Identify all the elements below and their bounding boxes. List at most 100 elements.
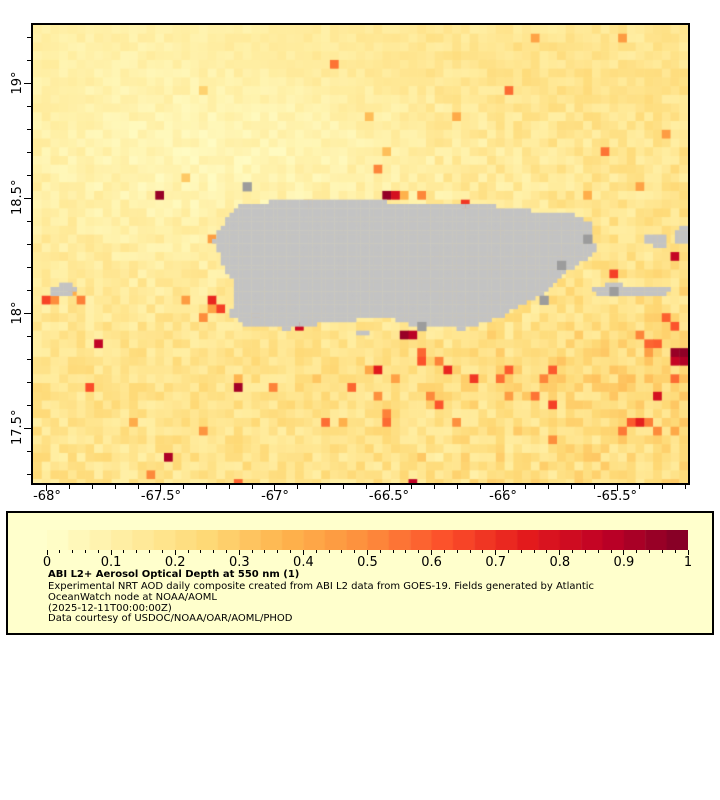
x-minor-tick [342,485,344,489]
x-tick-label: -68° [33,489,61,504]
colorbar-minor-tick [149,550,151,553]
y-major-tick [24,197,31,199]
x-tick-label: -66.5° [368,489,410,504]
colorbar-major-tick [367,550,368,555]
colorbar-minor-tick [572,550,574,553]
colorbar-minor-tick [546,550,548,553]
colorbar-minor-tick [392,550,394,553]
colorbar-major-tick [687,550,689,555]
colorbar-tick-label: 0.6 [421,555,442,570]
colorbar-minor-tick [328,550,330,553]
y-minor-tick [27,404,31,406]
x-minor-tick [69,485,71,489]
colorbar [47,530,688,550]
x-minor-tick [684,485,686,489]
colorbar-tick-label: 0 [42,555,52,570]
colorbar-major-tick [623,550,625,555]
colorbar-minor-tick [277,550,279,553]
x-minor-tick [320,485,322,489]
x-major-tick [274,485,276,491]
colorbar-minor-tick [264,550,266,553]
legend-caption-line: OceanWatch node at NOAA/AOML [48,591,217,603]
y-major-tick [24,312,31,314]
x-minor-tick [662,485,664,489]
colorbar-minor-tick [123,550,125,553]
y-minor-tick [27,220,31,222]
y-minor-tick [27,243,31,245]
y-tick-label: 19° [10,71,25,95]
x-minor-tick [411,485,413,489]
colorbar-minor-tick [661,550,663,553]
y-minor-tick [27,289,31,291]
y-minor-tick [27,174,31,176]
x-minor-tick [114,485,116,489]
x-minor-tick [639,485,641,489]
aod-heatmap-canvas [33,25,688,483]
legend-caption: Experimental NRT AOD daily composite cre… [48,581,595,625]
colorbar-tick-label: 0.1 [100,555,122,570]
colorbar-major-tick [174,550,176,555]
colorbar-minor-tick [72,550,74,553]
colorbar-minor-tick [136,550,138,553]
colorbar-minor-tick [341,550,343,553]
y-major-tick [24,427,31,429]
y-minor-tick [27,266,31,268]
colorbar-tick-label: 1 [683,555,693,570]
x-minor-tick [206,485,208,489]
y-minor-tick [27,450,31,452]
y-major-tick [24,82,31,84]
y-minor-tick [27,381,31,383]
colorbar-minor-tick [315,550,317,553]
colorbar-minor-tick [469,550,471,553]
x-tick-label: -65.5° [596,489,638,504]
colorbar-major-tick [302,550,304,555]
colorbar-tick-label: 0.5 [357,555,378,570]
legend-panel: 0 0.1 0.2 0.3 0.4 0.5 0.6 0.7 0.8 0.9 1 ABI L2+ Ae… [6,511,714,635]
colorbar-minor-tick [200,550,202,553]
colorbar-tick-label: 0.9 [613,555,635,570]
colorbar-minor-tick [161,550,163,553]
x-major-tick [46,485,48,491]
colorbar-major-tick [46,550,48,555]
legend-caption-line: Experimental NRT AOD daily composite cre… [48,581,595,592]
y-minor-tick [27,358,31,360]
colorbar-tick-label: 0.4 [293,555,314,570]
colorbar-major-tick [110,550,112,555]
colorbar-minor-tick [597,550,599,553]
colorbar-tick-label: 0.7 [485,555,507,570]
x-minor-tick [434,485,436,489]
x-minor-tick [570,485,572,489]
x-minor-tick [297,485,299,489]
colorbar-minor-tick [97,550,99,553]
y-tick-label: 18.5° [10,179,25,215]
colorbar-minor-tick [508,550,510,553]
colorbar-minor-tick [674,550,676,553]
x-minor-tick [228,485,230,489]
colorbar-minor-tick [290,550,292,553]
x-minor-tick [183,485,185,489]
x-tick-label: -66° [489,489,517,504]
colorbar-major-tick [238,550,240,555]
y-minor-tick [27,36,31,38]
colorbar-minor-tick [482,550,484,553]
colorbar-major-tick [559,550,561,555]
colorbar-minor-tick [251,550,253,553]
colorbar-minor-tick [443,550,445,553]
x-major-tick [616,485,618,491]
y-minor-tick [27,473,31,475]
x-minor-tick [548,485,550,489]
legend-caption-line: Data courtesy of USDOC/NOAA/OAR/AOML/PHO… [48,613,293,625]
y-minor-tick [27,105,31,107]
x-minor-tick [479,485,481,489]
colorbar-minor-tick [610,550,612,553]
x-minor-tick [92,485,94,489]
colorbar-minor-tick [418,550,420,553]
x-tick-label: -67° [261,489,289,504]
legend-title: ABI L2+ Aerosol Optical Depth at 550 nm … [48,569,300,580]
y-minor-tick [27,59,31,61]
colorbar-minor-tick [584,550,586,553]
colorbar-minor-tick [225,550,227,553]
x-major-tick [160,485,162,491]
x-minor-tick [137,485,139,489]
